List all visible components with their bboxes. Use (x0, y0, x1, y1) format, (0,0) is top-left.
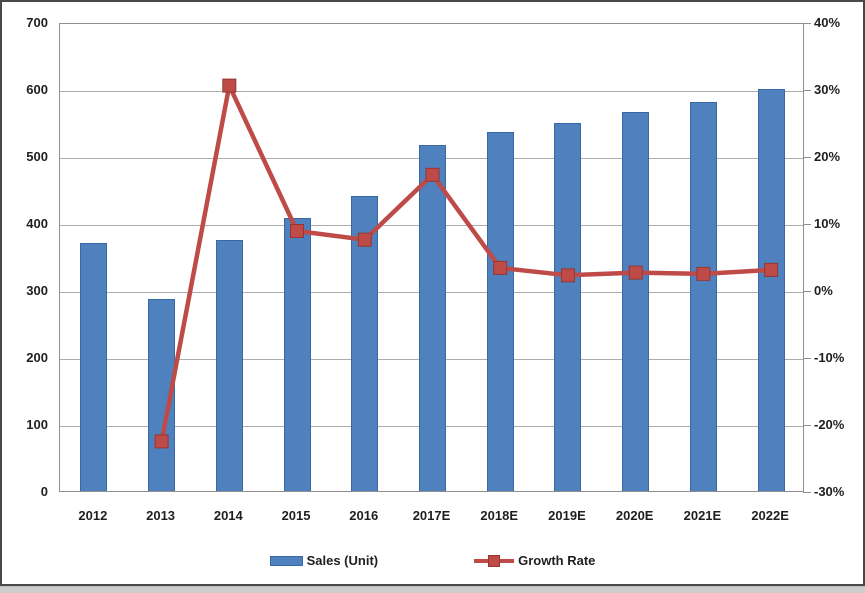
left-axis-tick-label: 600 (26, 82, 48, 97)
legend-sales-label: Sales (Unit) (306, 553, 379, 568)
sales-bar (80, 243, 108, 491)
growth-line-swatch-icon (474, 554, 515, 568)
growth-rate-marker (696, 266, 711, 281)
growth-rate-marker (357, 232, 372, 247)
x-axis-category-label: 2015 (281, 508, 311, 523)
legend-item-sales: Sales (Unit) (269, 553, 379, 568)
x-axis-category-label: 2021E (683, 508, 722, 523)
x-axis-category-label: 2012 (78, 508, 108, 523)
plot-area (59, 23, 804, 492)
right-axis-tick-label: 20% (814, 149, 841, 164)
legend-growth-label: Growth Rate (518, 553, 596, 568)
x-axis-category-label: 2018E (480, 508, 519, 523)
x-axis-category-label: 2016 (349, 508, 379, 523)
sales-bar (215, 240, 243, 491)
right-axis-tick-label: -10% (814, 350, 845, 365)
right-axis-tick-mark (803, 223, 811, 225)
sales-bar (486, 131, 514, 491)
gridline (60, 90, 803, 92)
left-axis-tick-label: 700 (26, 15, 48, 30)
growth-rate-marker (493, 260, 508, 275)
legend-item-growth: Growth Rate (474, 553, 595, 568)
left-axis-tick-label: 500 (26, 149, 48, 164)
sales-bar (283, 217, 311, 491)
right-axis-tick-mark (803, 424, 811, 426)
sales-bar (622, 112, 650, 491)
growth-marker-part (488, 554, 501, 567)
legend: Sales (Unit) Growth Rate (2, 553, 863, 568)
right-axis-tick-mark (803, 89, 811, 91)
right-axis-tick-label: -20% (814, 417, 845, 432)
right-axis-tick-label: 0% (814, 283, 833, 298)
x-axis-category-label: 2014 (213, 508, 243, 523)
sales-bar (419, 144, 446, 491)
x-axis-category-label: 2013 (146, 508, 176, 523)
growth-rate-line-layer (154, 78, 779, 449)
right-axis-tick-mark (803, 357, 811, 359)
bottom-gray-strip (0, 586, 865, 593)
sales-bar (757, 89, 785, 491)
left-axis-tick-label: 0 (40, 484, 48, 499)
right-axis-tick-mark (803, 22, 811, 24)
x-axis-category-label: 2022E (751, 508, 789, 523)
left-axis-tick-label: 100 (26, 417, 48, 432)
growth-rate-marker (154, 434, 169, 449)
sales-bar (689, 102, 717, 491)
right-axis-tick-mark (803, 290, 811, 292)
right-axis-tick-label: 40% (814, 15, 841, 30)
left-axis-tick-label: 300 (26, 283, 48, 298)
growth-rate-marker (628, 265, 643, 280)
growth-rate-line (159, 83, 772, 442)
right-axis-tick-label: 30% (814, 82, 841, 97)
growth-rate-marker (425, 167, 440, 182)
growth-rate-marker (764, 262, 779, 277)
right-axis-tick-label: -30% (814, 484, 845, 499)
sales-bar (554, 122, 582, 491)
x-axis-category-label: 2019E (548, 508, 586, 523)
growth-rate-marker (222, 78, 237, 93)
growth-rate-marker (290, 224, 304, 238)
right-axis-tick-label: 10% (814, 216, 841, 231)
right-axis-tick-mark (803, 156, 811, 158)
x-axis-category-label: 2017E (412, 508, 451, 523)
x-axis-category-label: 2020E (615, 508, 654, 523)
left-axis-tick-label: 200 (26, 350, 48, 365)
growth-rate-marker (561, 268, 575, 283)
right-axis-tick-mark (803, 491, 811, 493)
left-axis-tick-label: 400 (26, 216, 48, 231)
sales-bar-swatch-icon (269, 555, 303, 566)
